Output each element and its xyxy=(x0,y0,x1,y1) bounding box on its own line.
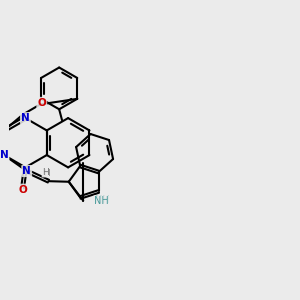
Text: O: O xyxy=(18,185,27,195)
Text: N: N xyxy=(22,166,31,176)
Text: N: N xyxy=(22,166,31,176)
Text: H: H xyxy=(43,169,50,178)
Text: N: N xyxy=(21,113,30,123)
Text: N: N xyxy=(21,113,30,123)
Text: N: N xyxy=(0,150,8,160)
Text: H: H xyxy=(42,168,49,177)
Text: NH: NH xyxy=(94,196,109,206)
Text: N: N xyxy=(0,150,8,160)
Text: NH: NH xyxy=(95,195,110,205)
Text: O: O xyxy=(38,98,46,108)
Text: O: O xyxy=(38,98,46,108)
Text: O: O xyxy=(18,185,27,195)
